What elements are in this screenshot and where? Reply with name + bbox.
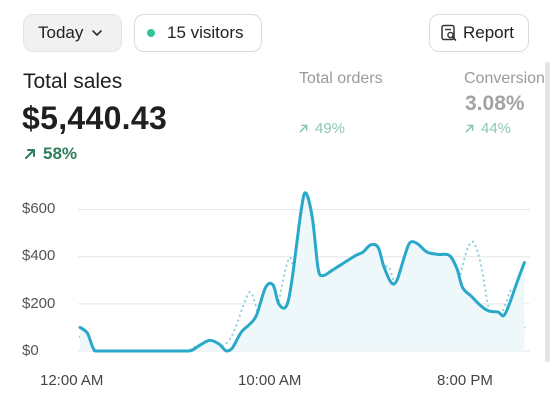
period-dropdown[interactable]: Today (23, 14, 122, 52)
x-tick-label: 8:00 PM (437, 372, 493, 389)
y-tick-label: $600 (22, 200, 56, 217)
y-tick-label: $200 (22, 295, 56, 312)
total-orders-change-value: 49% (315, 120, 346, 137)
sales-series-line (78, 191, 526, 353)
total-sales-value: $5,440.43 (22, 100, 168, 136)
x-tick-label: 12:00 AM (40, 372, 104, 389)
live-visitors-badge[interactable]: 15 visitors (134, 14, 262, 52)
total-sales-label: Total sales (23, 70, 123, 93)
arrow-up-right-icon (25, 149, 35, 159)
series-area (80, 192, 525, 351)
chevron-down-icon (92, 30, 103, 36)
report-search-icon (441, 24, 457, 41)
total-sales-change-value: 58% (43, 144, 78, 163)
arrow-up-right-icon (465, 124, 474, 133)
visitors-label: 15 visitors (167, 23, 244, 42)
period-label: Today (38, 23, 84, 42)
conversion-change: 44% (464, 120, 511, 137)
live-dot-icon (147, 29, 155, 37)
report-label: Report (463, 23, 515, 42)
total-sales-change: 58% (23, 144, 77, 164)
x-tick-label: 10:00 AM (238, 372, 302, 389)
report-button[interactable]: Report (429, 14, 529, 52)
scrollbar[interactable] (545, 62, 550, 362)
total-orders-change: 49% (298, 120, 345, 137)
total-orders-label: Total orders (299, 70, 383, 87)
y-tick-label: $0 (22, 342, 39, 359)
conversion-value: 3.08% (465, 92, 525, 115)
conversion-change-value: 44% (481, 120, 512, 137)
y-tick-label: $400 (22, 247, 56, 264)
arrow-up-right-icon (299, 124, 308, 133)
conversion-label: Conversion (464, 70, 545, 87)
